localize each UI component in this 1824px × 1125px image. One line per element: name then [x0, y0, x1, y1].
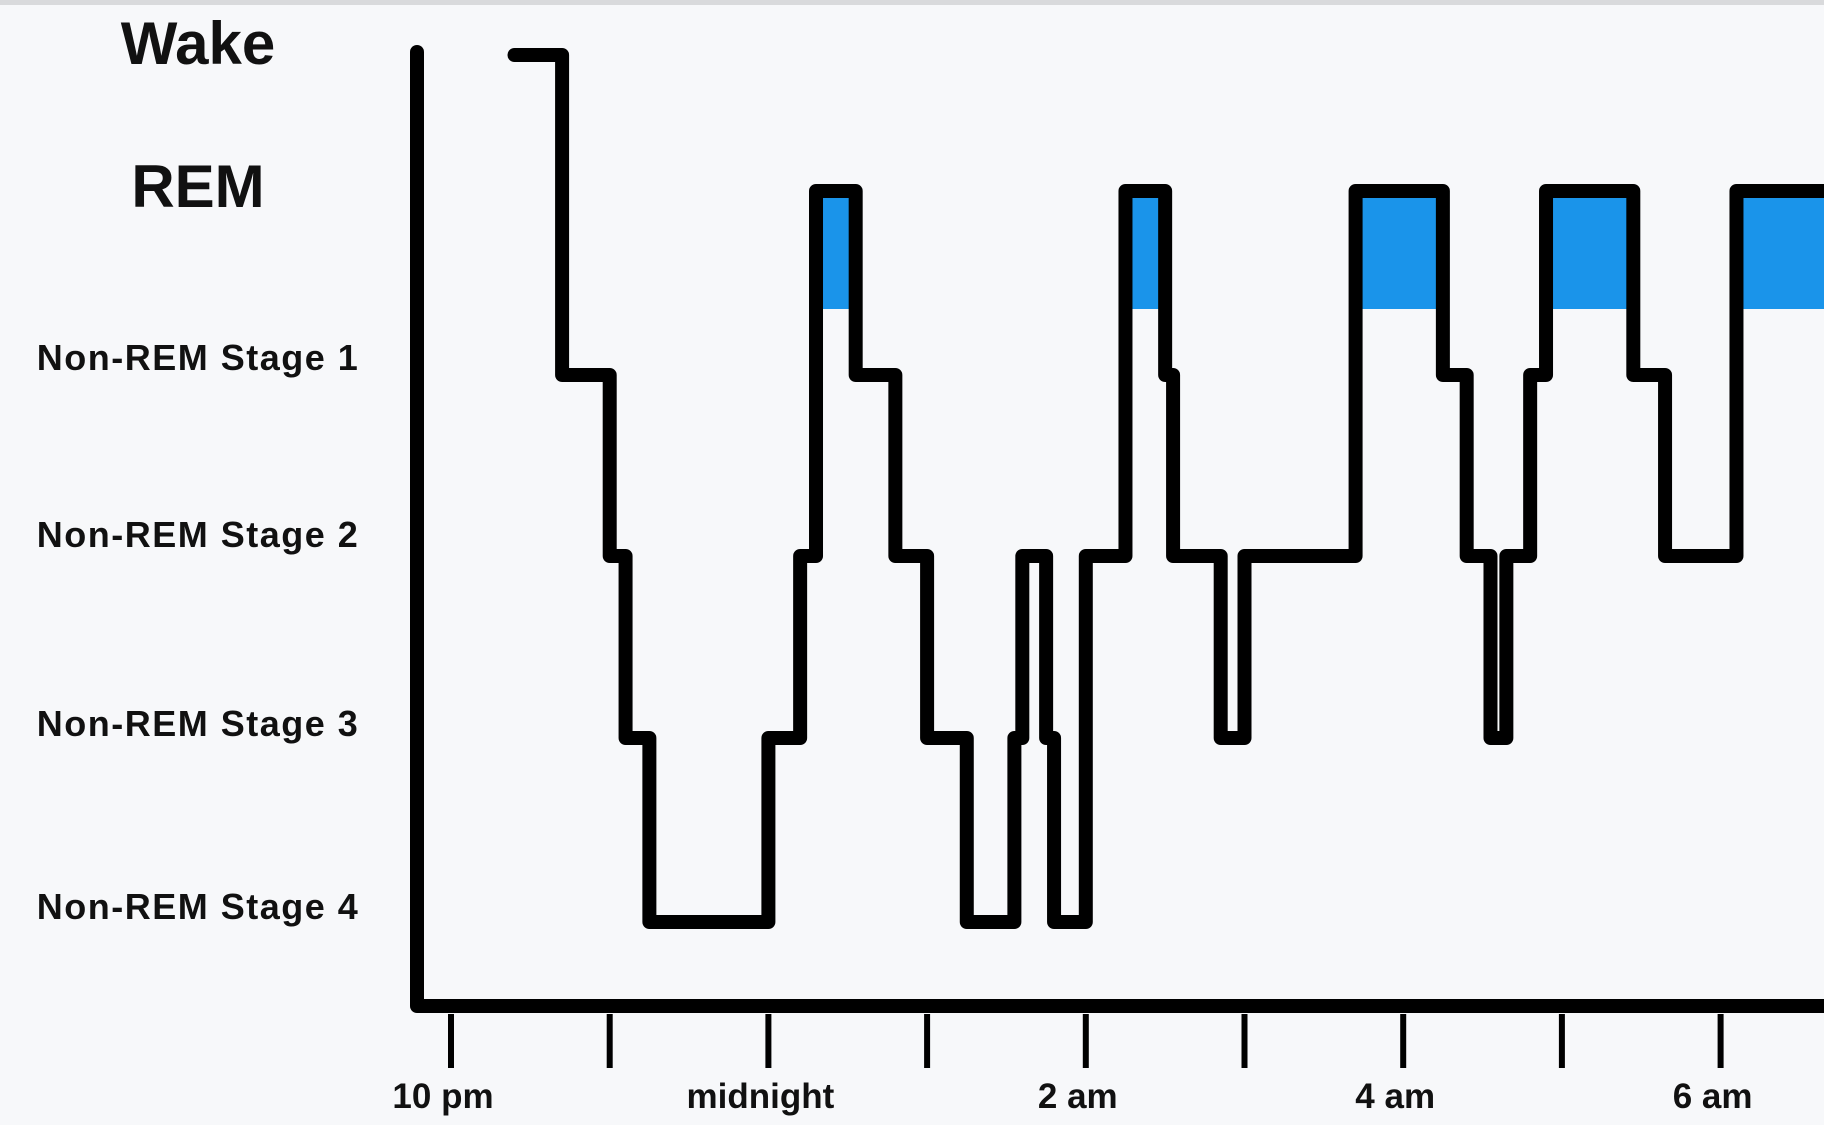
rem-highlight-layer	[816, 191, 1824, 309]
hypnogram-line	[507, 48, 1824, 929]
axis-layer	[410, 45, 1824, 1068]
x-tick-label: 6 am	[1673, 1077, 1753, 1116]
y-tick-label: Non-REM Stage 1	[37, 337, 360, 378]
x-tick-labels: 10 pm midnight 2 am 4 am 6 am	[392, 1077, 1752, 1116]
y-tick-label: Wake	[121, 10, 276, 77]
y-tick-label: Non-REM Stage 2	[37, 514, 360, 555]
y-tick-labels: Wake REM Non-REM Stage 1 Non-REM Stage 2 Non…	[37, 10, 360, 927]
x-tick-label: 4 am	[1355, 1077, 1435, 1116]
y-tick-label: Non-REM Stage 4	[37, 886, 360, 927]
x-tick-label: 10 pm	[392, 1077, 493, 1116]
x-tick-label: 2 am	[1038, 1077, 1118, 1116]
y-tick-label: Non-REM Stage 3	[37, 703, 360, 744]
top-border	[0, 0, 1824, 5]
x-tick-label: midnight	[687, 1077, 835, 1116]
rem-period	[1355, 191, 1443, 309]
rem-period	[1736, 191, 1824, 309]
rem-period	[1546, 191, 1634, 309]
hypnogram-line-layer	[507, 48, 1824, 929]
y-tick-label: REM	[131, 153, 264, 220]
